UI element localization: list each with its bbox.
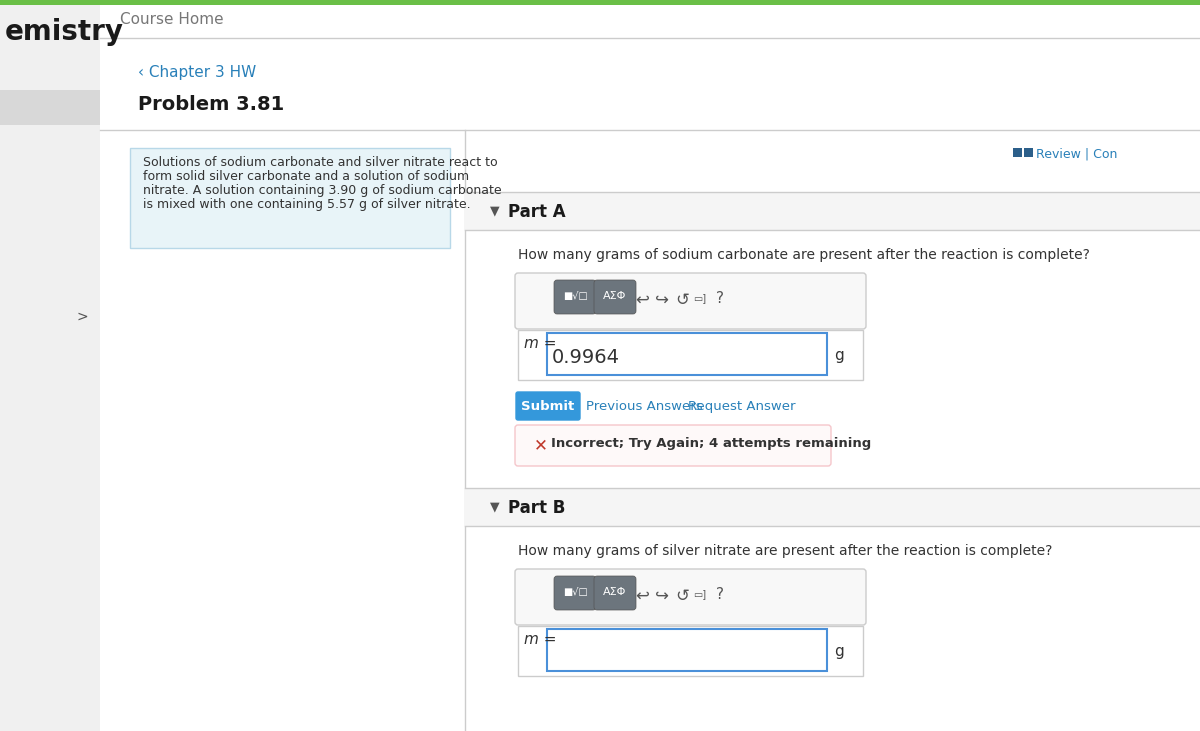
Text: ↪: ↪ xyxy=(655,291,668,309)
Text: ■√□: ■√□ xyxy=(563,587,587,597)
Text: ?: ? xyxy=(716,291,724,306)
Text: AΣΦ: AΣΦ xyxy=(604,587,626,597)
Bar xyxy=(547,629,827,671)
Bar xyxy=(130,148,450,248)
Text: g: g xyxy=(834,348,844,363)
Text: ▭]: ▭] xyxy=(694,293,707,303)
Bar xyxy=(1013,148,1022,157)
Bar xyxy=(518,330,863,380)
Bar xyxy=(466,488,1200,526)
Text: Solutions of sodium carbonate and silver nitrate react to: Solutions of sodium carbonate and silver… xyxy=(143,156,498,169)
FancyBboxPatch shape xyxy=(515,569,866,625)
Bar xyxy=(547,333,827,375)
Bar xyxy=(466,192,1200,230)
FancyBboxPatch shape xyxy=(594,280,636,314)
Bar xyxy=(0,0,100,731)
Bar xyxy=(0,90,100,125)
Bar xyxy=(1024,148,1033,157)
Text: ↺: ↺ xyxy=(676,291,689,309)
Text: ?: ? xyxy=(716,587,724,602)
FancyBboxPatch shape xyxy=(515,425,830,466)
Bar xyxy=(0,0,1200,5)
FancyBboxPatch shape xyxy=(594,576,636,610)
Text: AΣΦ: AΣΦ xyxy=(604,291,626,301)
Text: ▼: ▼ xyxy=(490,500,499,513)
Text: m =: m = xyxy=(524,336,557,351)
Text: How many grams of silver nitrate are present after the reaction is complete?: How many grams of silver nitrate are pre… xyxy=(518,544,1052,558)
Text: Submit: Submit xyxy=(521,400,575,413)
Text: Part B: Part B xyxy=(508,499,565,517)
Text: ▭]: ▭] xyxy=(694,589,707,599)
FancyBboxPatch shape xyxy=(515,273,866,329)
Text: emistry: emistry xyxy=(5,18,124,46)
Text: >: > xyxy=(76,310,88,324)
Text: How many grams of sodium carbonate are present after the reaction is complete?: How many grams of sodium carbonate are p… xyxy=(518,248,1090,262)
Text: ↩: ↩ xyxy=(635,291,649,309)
Text: Course Home: Course Home xyxy=(120,12,223,27)
Text: form solid silver carbonate and a solution of sodium: form solid silver carbonate and a soluti… xyxy=(143,170,469,183)
Text: Request Answer: Request Answer xyxy=(688,400,796,413)
Text: is mixed with one containing 5.57 g of silver nitrate.: is mixed with one containing 5.57 g of s… xyxy=(143,198,470,211)
Text: Review | Con: Review | Con xyxy=(1036,148,1117,161)
Text: ▼: ▼ xyxy=(490,204,499,217)
Bar xyxy=(518,626,863,676)
Text: 0.9964: 0.9964 xyxy=(552,348,620,367)
Text: ↩: ↩ xyxy=(635,587,649,605)
FancyBboxPatch shape xyxy=(554,280,596,314)
Text: g: g xyxy=(834,644,844,659)
FancyBboxPatch shape xyxy=(554,576,596,610)
Text: ✕: ✕ xyxy=(534,436,548,454)
Text: ‹ Chapter 3 HW: ‹ Chapter 3 HW xyxy=(138,65,257,80)
Text: ■√□: ■√□ xyxy=(563,291,587,301)
Text: Previous Answers: Previous Answers xyxy=(586,400,703,413)
Text: Part A: Part A xyxy=(508,203,565,221)
Text: nitrate. A solution containing 3.90 g of sodium carbonate: nitrate. A solution containing 3.90 g of… xyxy=(143,184,502,197)
Text: Incorrect; Try Again; 4 attempts remaining: Incorrect; Try Again; 4 attempts remaini… xyxy=(551,437,871,450)
Text: ↺: ↺ xyxy=(676,587,689,605)
Text: ↪: ↪ xyxy=(655,587,668,605)
Text: Problem 3.81: Problem 3.81 xyxy=(138,95,284,114)
FancyBboxPatch shape xyxy=(516,392,580,420)
Text: m =: m = xyxy=(524,632,557,647)
